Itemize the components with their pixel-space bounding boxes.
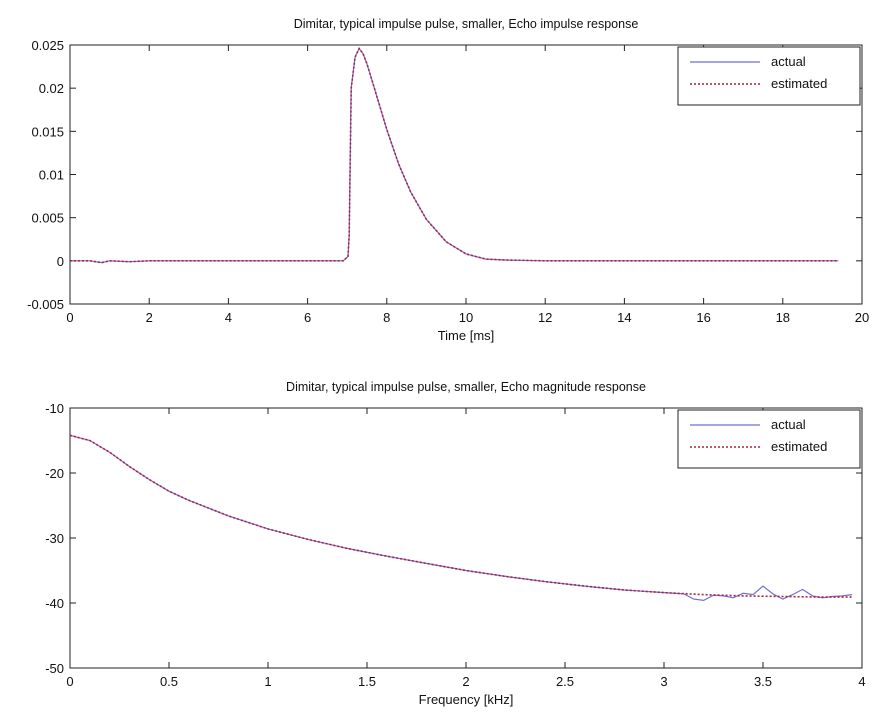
x-tick-label: 3 xyxy=(660,674,667,689)
x-tick-label: 14 xyxy=(617,310,631,325)
x-tick-label: 20 xyxy=(855,310,869,325)
x-axis-label: Frequency [kHz] xyxy=(419,692,514,707)
y-tick-label: 0.005 xyxy=(31,211,64,226)
x-tick-label: 4 xyxy=(225,310,232,325)
x-tick-label: 0.5 xyxy=(160,674,178,689)
x-tick-label: 16 xyxy=(696,310,710,325)
legend-box xyxy=(677,409,861,469)
y-tick-label: -50 xyxy=(45,661,64,676)
y-tick-label: -10 xyxy=(45,401,64,416)
y-tick-label: -40 xyxy=(45,596,64,611)
y-tick-label: 0.025 xyxy=(31,38,64,53)
y-tick-label: 0 xyxy=(57,254,64,269)
series-line-estimated xyxy=(69,434,853,598)
impulse-response-chart: Dimitar, typical impulse pulse, smaller,… xyxy=(27,17,869,343)
y-tick-label: 0.02 xyxy=(39,81,64,96)
legend-box xyxy=(677,46,861,106)
x-tick-label: 2 xyxy=(462,674,469,689)
magnitude-response-chart: Dimitar, typical impulse pulse, smaller,… xyxy=(45,380,865,707)
x-tick-label: 2.5 xyxy=(556,674,574,689)
chart-title: Dimitar, typical impulse pulse, smaller,… xyxy=(294,17,639,31)
y-tick-label: -0.005 xyxy=(27,297,64,312)
x-tick-label: 0 xyxy=(66,310,73,325)
y-tick-label: -30 xyxy=(45,531,64,546)
y-tick-label: 0.015 xyxy=(31,124,64,139)
y-tick-label: -20 xyxy=(45,466,64,481)
x-tick-label: 10 xyxy=(459,310,473,325)
legend-label: actual xyxy=(771,417,806,432)
legend-label: estimated xyxy=(771,76,827,91)
x-tick-label: 12 xyxy=(538,310,552,325)
legend-label: actual xyxy=(771,54,806,69)
x-tick-label: 6 xyxy=(304,310,311,325)
series-line-estimated xyxy=(70,46,839,264)
chart-title: Dimitar, typical impulse pulse, smaller,… xyxy=(286,380,646,394)
x-tick-label: 18 xyxy=(776,310,790,325)
x-tick-label: 2 xyxy=(146,310,153,325)
x-axis-label: Time [ms] xyxy=(438,328,495,343)
x-tick-label: 3.5 xyxy=(754,674,772,689)
x-tick-label: 1.5 xyxy=(358,674,376,689)
x-tick-label: 1 xyxy=(264,674,271,689)
legend-label: estimated xyxy=(771,439,827,454)
x-tick-label: 8 xyxy=(383,310,390,325)
y-tick-label: 0.01 xyxy=(39,168,64,183)
x-tick-label: 0 xyxy=(66,674,73,689)
x-tick-label: 4 xyxy=(858,674,865,689)
